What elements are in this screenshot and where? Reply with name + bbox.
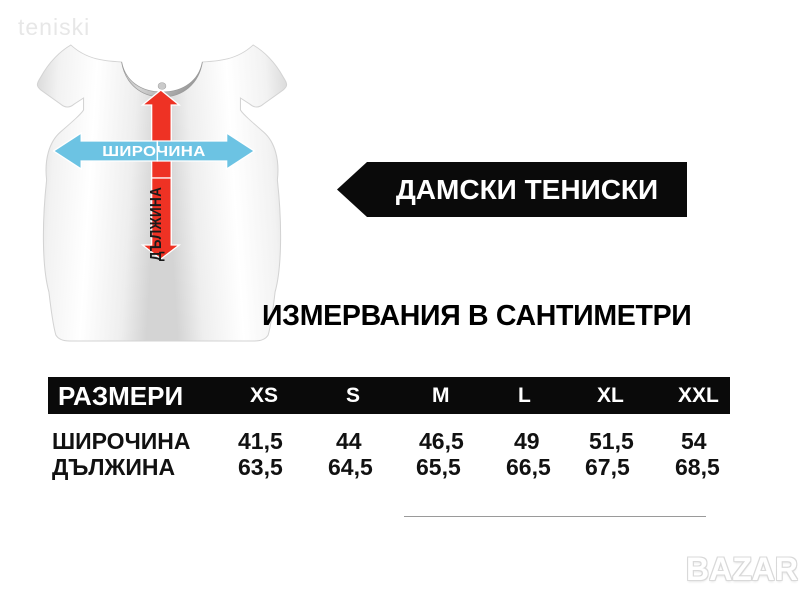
svg-text:ДЪЛЖИНА: ДЪЛЖИНА — [148, 187, 165, 261]
svg-text:ШИРОЧИНА: ШИРОЧИНА — [102, 144, 205, 160]
svg-text:ДАМСКИ ТЕНИСКИ: ДАМСКИ ТЕНИСКИ — [396, 174, 658, 205]
